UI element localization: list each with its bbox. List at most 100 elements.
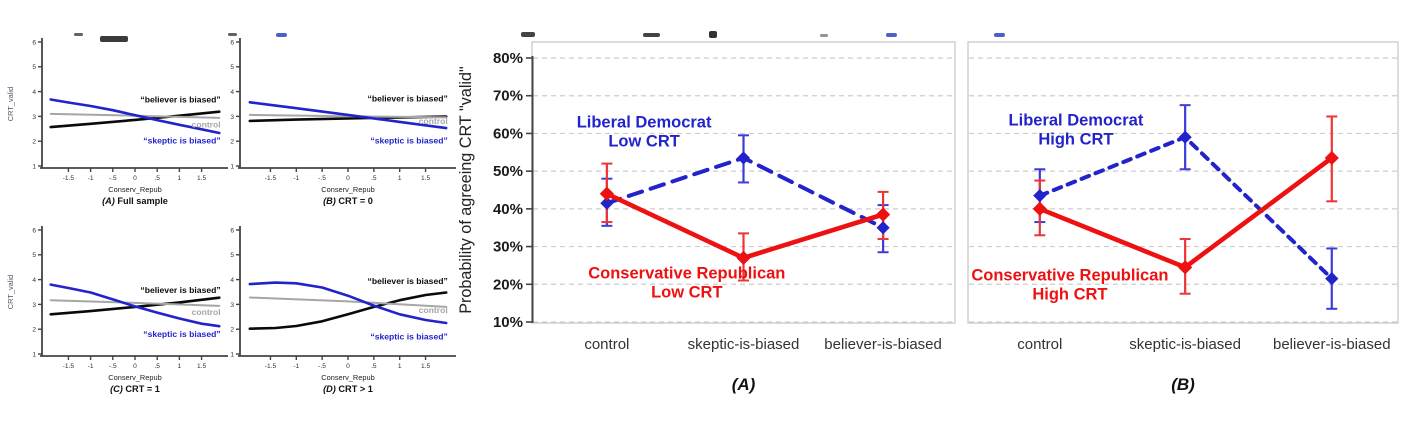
series-believer-line [248, 291, 448, 330]
small-chart-cell-a: 6 5 4 3 2 1 -1.5 -1 -.5 0 .5 1 1.5 Conserv_Repub CRT_v… [0, 18, 234, 218]
x-tick-label: 1.5 [197, 363, 206, 370]
x-tick-label: .5 [371, 175, 377, 182]
x-tick-label: 1.5 [421, 363, 430, 370]
series-control-line [248, 296, 448, 308]
series-red-line [604, 191, 886, 261]
small-chart-d: 6 5 4 3 2 1 -1.5 -1 -.5 0 .5 1 1.5 Conserv_Repub “beli… [230, 226, 456, 394]
y-tick-label: 2 [230, 139, 234, 146]
y-tick-label: 50% [493, 163, 523, 180]
x-tick-label: -1.5 [63, 363, 75, 370]
x-category-label: control [584, 336, 629, 353]
x-category-label: believer-is-biased [1273, 336, 1391, 353]
x-category-label: skeptic-is-biased [1129, 336, 1241, 353]
data-point-marker [876, 221, 890, 235]
text-fragment [521, 32, 535, 37]
y-tick-label: 1 [230, 163, 234, 170]
x-tick-label: 0 [346, 363, 350, 370]
series-skeptic-label: “skeptic is biased” [370, 332, 447, 342]
y-tick-label: 1 [32, 351, 36, 358]
text-fragment [228, 33, 237, 36]
y-tick-label: 4 [230, 89, 234, 96]
x-tick-label: -1 [88, 175, 94, 182]
y-tick-label: 70% [493, 88, 523, 105]
series-control-label: control [419, 116, 448, 126]
data-point-marker [599, 186, 614, 201]
x-category-label: control [1017, 336, 1062, 353]
series-believer-label: “believer is biased” [140, 95, 220, 105]
x-tick-label: -1.5 [265, 363, 277, 370]
y-tick-label: 1 [230, 351, 234, 358]
small-chart-cell-c: 6 5 4 3 2 1 -1.5 -1 -.5 0 .5 1 1.5 Conserv_Repub CRT_v… [0, 206, 234, 406]
x-tick-label: -.5 [109, 363, 117, 370]
small-chart-c: 6 5 4 3 2 1 -1.5 -1 -.5 0 .5 1 1.5 Conserv_Repub CRT_v… [6, 226, 228, 394]
y-tick-label: 3 [230, 302, 234, 309]
data-point-marker [600, 196, 614, 210]
y-tick-label: 30% [493, 239, 523, 256]
x-axis-title: Conserv_Repub [321, 373, 374, 382]
y-tick-label: 2 [32, 327, 36, 334]
small-chart-cell-b: 6 5 4 3 2 1 -1.5 -1 -.5 0 .5 1 1.5 Conserv_Repub “beli… [230, 18, 464, 218]
x-category-label: skeptic-is-biased [688, 336, 800, 353]
y-tick-label: 3 [32, 114, 36, 121]
x-axis-title: Conserv_Repub [321, 185, 374, 194]
y-tick-label: 5 [32, 64, 36, 71]
x-tick-label: -1.5 [265, 175, 277, 182]
y-tick-label: 10% [493, 314, 523, 331]
series-label: Conservative Republican Low CRT [588, 264, 785, 301]
y-tick-label: 3 [32, 302, 36, 309]
series-skeptic-label: “skeptic is biased” [143, 135, 220, 145]
y-tick-label: 5 [230, 252, 234, 259]
y-tick-label: 1 [32, 163, 36, 170]
y-tick-label: 20% [493, 276, 523, 293]
text-fragment [886, 33, 897, 37]
data-point-marker [1178, 260, 1193, 275]
series-skeptic-label: “skeptic is biased” [370, 136, 447, 146]
y-tick-label: 6 [230, 39, 234, 46]
x-axis-title: Conserv_Repub [108, 185, 161, 194]
x-category-label: believer-is-biased [824, 336, 942, 353]
data-point-marker [1033, 189, 1047, 203]
data-point-marker [875, 207, 891, 222]
x-tick-label: .5 [154, 363, 160, 370]
y-tick-label: 60% [493, 125, 523, 142]
x-tick-label: 0 [133, 175, 137, 182]
panel-border [967, 41, 1399, 324]
text-fragment [820, 34, 828, 37]
y-tick-label: 6 [32, 39, 36, 46]
x-axis-title: Conserv_Repub [108, 373, 161, 382]
y-tick-label: 6 [32, 227, 36, 234]
panel-caption: (C) CRT = 1 [110, 384, 160, 394]
text-fragment [100, 36, 128, 42]
small-multiples-grid: 6 5 4 3 2 1 -1.5 -1 -.5 0.5 1 1.5 Conserv_Repub CRT_v… [0, 0, 460, 427]
series-blue-line [604, 155, 886, 230]
x-tick-label: 1.5 [421, 175, 430, 182]
text-fragment [994, 33, 1005, 37]
panel-caption: (B) [1171, 375, 1195, 394]
y-tick-label: 2 [32, 139, 36, 146]
x-tick-label: 1 [178, 363, 182, 370]
x-tick-label: 1 [398, 175, 402, 182]
x-tick-label: 0 [346, 175, 350, 182]
y-tick-label: 4 [230, 277, 234, 284]
data-point-marker [1178, 130, 1192, 144]
text-fragment [643, 33, 660, 37]
panel-caption: (D) CRT > 1 [323, 384, 373, 394]
panel-caption: (A) Full sample [102, 196, 168, 206]
y-tick-label: 3 [230, 114, 234, 121]
small-chart-a: 6 5 4 3 2 1 -1.5 -1 -.5 0 .5 1 1.5 Conserv_Repub CRT_v… [6, 38, 228, 206]
series-believer-label: “believer is biased” [368, 94, 448, 104]
y-tick-label: 5 [32, 252, 36, 259]
series-believer-label: “believer is biased” [140, 285, 220, 295]
series-control-label: control [419, 305, 448, 315]
data-point-marker [736, 250, 751, 265]
x-tick-label: 1 [398, 363, 402, 370]
y-axis-title: CRT_valid [6, 275, 15, 309]
series-believer-label: “believer is biased” [368, 276, 448, 286]
small-chart-cell-d: 6 5 4 3 2 1 -1.5 -1 -.5 0 .5 1 1.5 Conserv_Repub “beli… [230, 206, 464, 406]
panel-caption: (A) [732, 375, 756, 394]
series-label: Liberal Democrat Low CRT [577, 114, 712, 151]
y-tick-label: 80% [493, 50, 523, 67]
series-skeptic-line [248, 101, 448, 130]
series-believer-line [49, 110, 221, 129]
y-tick-label: 40% [493, 201, 523, 218]
